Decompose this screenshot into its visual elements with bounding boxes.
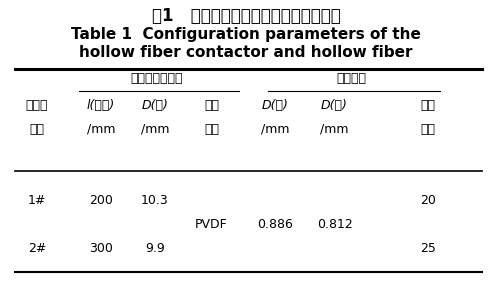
Text: 300: 300 — [89, 242, 113, 255]
Text: PVDF: PVDF — [195, 218, 228, 231]
Text: D(内): D(内) — [321, 99, 348, 112]
Text: 材料: 材料 — [204, 123, 219, 136]
Text: 10.3: 10.3 — [141, 194, 169, 207]
Text: 0.886: 0.886 — [258, 218, 293, 231]
Text: Table 1  Configuration parameters of the: Table 1 Configuration parameters of the — [71, 27, 421, 42]
Text: 20: 20 — [420, 194, 436, 207]
Text: /mm: /mm — [87, 123, 115, 136]
Text: D(内): D(内) — [142, 99, 168, 112]
Text: l(有效): l(有效) — [87, 99, 115, 112]
Text: 接触器: 接触器 — [26, 99, 48, 112]
Text: D(外): D(外) — [262, 99, 289, 112]
Text: 膜丝: 膜丝 — [421, 99, 435, 112]
Text: 9.9: 9.9 — [145, 242, 165, 255]
Text: 中空纤维: 中空纤维 — [337, 72, 367, 85]
Text: 1#: 1# — [28, 194, 46, 207]
Text: 型号: 型号 — [30, 123, 44, 136]
Text: 200: 200 — [89, 194, 113, 207]
Text: 2#: 2# — [28, 242, 46, 255]
Text: 薄膜: 薄膜 — [204, 99, 219, 112]
Text: 中空纤维接触器: 中空纤维接触器 — [130, 72, 183, 85]
Text: 表1   中空纤维膜接触器及中空纤维参数: 表1 中空纤维膜接触器及中空纤维参数 — [152, 7, 340, 25]
Text: hollow fiber contactor and hollow fiber: hollow fiber contactor and hollow fiber — [79, 45, 413, 60]
Text: 0.812: 0.812 — [317, 218, 352, 231]
Text: /mm: /mm — [141, 123, 169, 136]
Text: /mm: /mm — [261, 123, 290, 136]
Text: /mm: /mm — [320, 123, 349, 136]
Text: 25: 25 — [420, 242, 436, 255]
Text: 根数: 根数 — [421, 123, 435, 136]
